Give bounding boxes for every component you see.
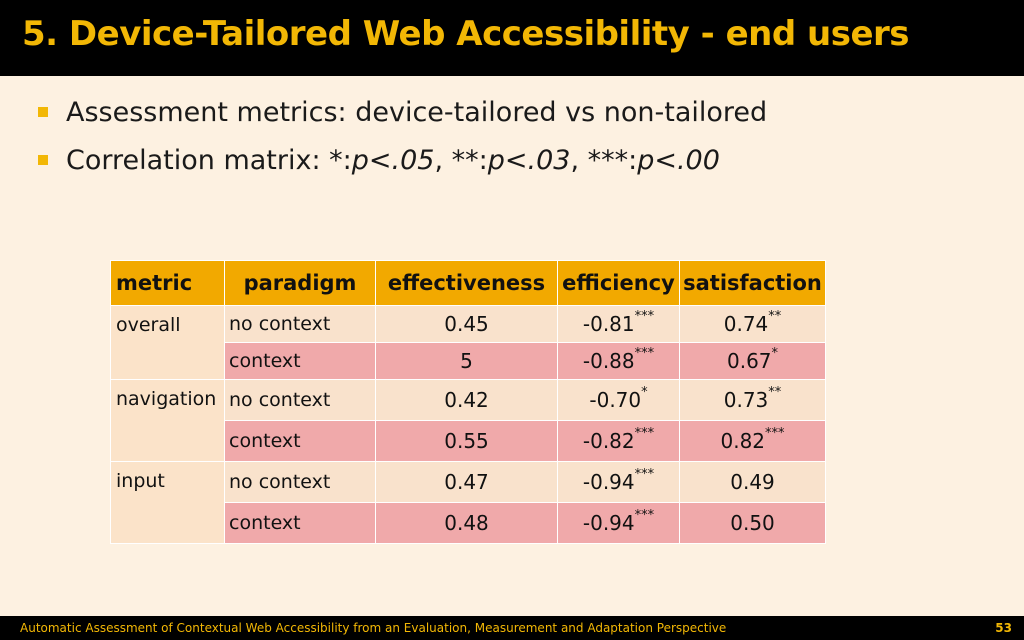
significance-mark: * [771,346,779,362]
significance-mark: ** [768,385,782,401]
footer-bar: Automatic Assessment of Contextual Web A… [0,616,1024,640]
slide-title: 5. Device-Tailored Web Accessibility - e… [22,14,910,54]
paradigm-cell: no context [224,379,376,421]
correlation-table: metric paradigm effectiveness efficiency… [110,260,826,544]
efficiency-cell: -0.94*** [557,502,680,544]
effectiveness-cell: 0.45 [375,305,558,343]
satisfaction-cell: 0.50 [679,502,826,544]
paradigm-cell: no context [224,305,376,343]
bullet-list: Assessment metrics: device-tailored vs n… [38,88,767,184]
value: 0.74 [723,312,769,336]
value: -0.88 [582,349,635,373]
efficiency-cell: -0.81*** [557,305,680,343]
satisfaction-cell: 0.73** [679,379,826,421]
bullet-square-icon [38,155,48,165]
effectiveness-cell: 0.48 [375,502,558,544]
table-row: context 0.55 -0.82*** 0.82*** [111,420,826,462]
significance-mark: *** [765,426,785,442]
table-row: input no context 0.47 -0.94*** 0.49 [110,461,826,544]
bullet-text-part: Correlation matrix: *: [66,144,352,176]
column-header-effectiveness: effectiveness [375,260,558,306]
table-header-row: metric paradigm effectiveness efficiency… [110,260,826,306]
metric-cell: input [110,461,225,544]
satisfaction-cell: 0.67* [679,342,826,380]
significance-mark: *** [634,467,655,483]
significance-mark: * [641,385,648,401]
bullet-text-part: , ***: [570,144,638,176]
effectiveness-cell: 0.55 [375,420,558,462]
significance-mark: *** [634,508,655,524]
value: -0.94 [582,470,635,494]
title-bar: 5. Device-Tailored Web Accessibility - e… [0,0,1024,76]
column-header-satisfaction: satisfaction [679,260,826,306]
p-value: p<.05 [351,144,435,176]
p-value: p<.00 [637,144,720,176]
efficiency-cell: -0.94*** [557,461,680,503]
efficiency-cell: -0.88*** [557,342,680,380]
effectiveness-cell: 0.42 [375,379,558,421]
value: 0.82 [720,429,766,453]
paradigm-cell: context [224,502,376,544]
paradigm-cell: no context [224,461,376,503]
table-row: context 0.48 -0.94*** 0.50 [111,502,826,544]
bullet-item: Assessment metrics: device-tailored vs n… [38,88,767,136]
table-row: context 5 -0.88*** 0.67* [111,342,826,380]
satisfaction-cell: 0.74** [679,305,826,343]
metric-cell: overall [110,305,225,380]
table-row: navigation no context 0.42 -0.70* 0.73** [110,379,826,462]
paradigm-cell: context [224,420,376,462]
significance-mark: *** [634,346,655,362]
bullet-text: Correlation matrix: *:p<.05, **:p<.03, *… [66,145,720,176]
footer-text: Automatic Assessment of Contextual Web A… [20,621,727,635]
table-row: overall no context 0.45 -0.81*** 0.74** [110,305,826,380]
value: -0.94 [582,511,635,535]
satisfaction-cell: 0.49 [679,461,826,503]
satisfaction-cell: 0.82*** [679,420,826,462]
value: -0.81 [582,312,635,336]
value: 0.67 [726,349,772,373]
value: 0.73 [723,388,769,412]
significance-mark: ** [768,309,782,325]
bullet-square-icon [38,107,48,117]
bullet-text-part: , **: [434,144,488,176]
p-value: p<.03 [487,144,571,176]
value: 0.50 [730,511,775,535]
column-header-metric: metric [110,260,225,306]
page-number: 53 [995,621,1012,635]
efficiency-cell: -0.70* [557,379,680,421]
metric-cell: navigation [110,379,225,462]
column-header-efficiency: efficiency [557,260,680,306]
effectiveness-cell: 5 [375,342,558,380]
value: 0.49 [730,470,775,494]
value: -0.70 [589,388,642,412]
significance-mark: *** [634,426,655,442]
paradigm-cell: context [224,342,376,380]
significance-mark: *** [634,309,655,325]
effectiveness-cell: 0.47 [375,461,558,503]
column-header-paradigm: paradigm [224,260,376,306]
efficiency-cell: -0.82*** [557,420,680,462]
bullet-text: Assessment metrics: device-tailored vs n… [66,96,768,128]
value: -0.82 [582,429,635,453]
bullet-item: Correlation matrix: *:p<.05, **:p<.03, *… [38,136,767,184]
